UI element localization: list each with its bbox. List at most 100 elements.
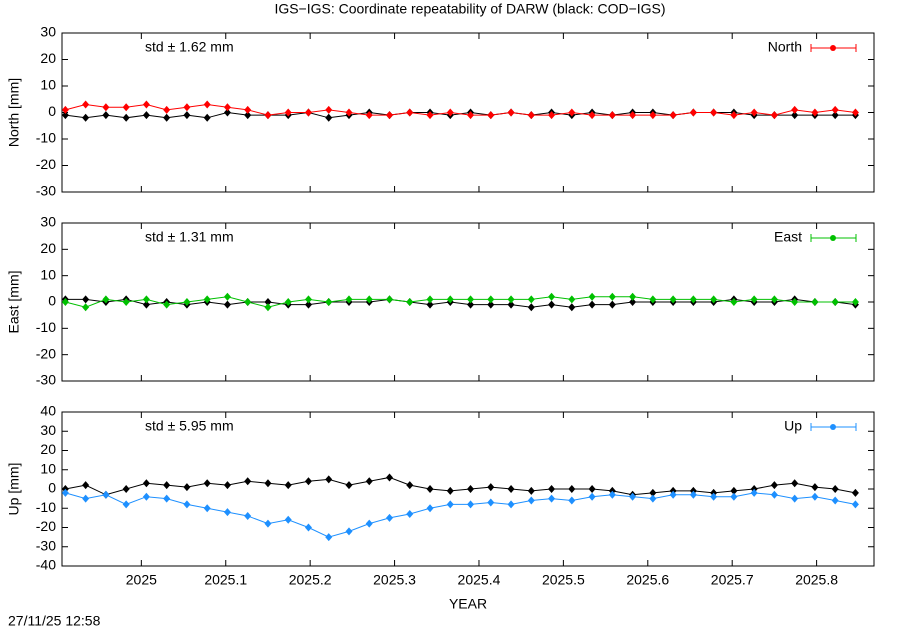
- data-point: [669, 295, 677, 304]
- data-point: [122, 103, 130, 112]
- data-point: [507, 295, 515, 304]
- std-annotation: std ± 1.31 mm: [145, 229, 234, 245]
- data-point: [163, 494, 171, 503]
- y-tick-label: 20: [40, 50, 56, 66]
- y-tick-label: 30: [40, 24, 56, 40]
- data-point: [345, 295, 353, 304]
- data-point: [467, 300, 475, 309]
- data-point: [689, 490, 697, 499]
- data-point: [386, 473, 394, 482]
- data-point: [710, 295, 718, 304]
- data-point: [183, 298, 191, 306]
- data-point: [142, 111, 150, 120]
- x-tick-label: 2025.6: [626, 572, 669, 588]
- data-point: [710, 108, 718, 117]
- std-annotation: std ± 1.62 mm: [145, 39, 234, 55]
- y-axis-label: East [mm]: [6, 270, 22, 333]
- data-point: [608, 111, 616, 120]
- data-point: [61, 488, 69, 497]
- data-point: [223, 481, 231, 490]
- data-point: [791, 298, 799, 306]
- data-point: [284, 108, 292, 117]
- data-point: [527, 295, 535, 304]
- legend-marker: [830, 45, 836, 51]
- data-point: [203, 100, 211, 109]
- y-tick-label: 0: [48, 480, 56, 496]
- data-point: [345, 527, 353, 536]
- y-axis-label: Up [mm]: [6, 463, 22, 516]
- data-point: [264, 519, 272, 528]
- data-point: [770, 111, 778, 120]
- y-tick-label: 30: [40, 214, 56, 230]
- data-point: [345, 108, 353, 117]
- y-tick-label: 40: [40, 403, 56, 419]
- data-point: [122, 113, 130, 122]
- data-point: [284, 515, 292, 524]
- data-point: [608, 300, 616, 309]
- y-tick-label: -20: [36, 345, 56, 361]
- data-point: [446, 108, 454, 117]
- data-point: [304, 295, 312, 304]
- data-point: [649, 295, 657, 304]
- data-point: [325, 105, 333, 114]
- legend-label: North: [768, 39, 802, 55]
- data-point: [527, 496, 535, 505]
- data-point: [365, 295, 373, 304]
- data-point: [750, 295, 758, 304]
- y-tick-label: -40: [36, 557, 56, 573]
- data-point: [345, 481, 353, 490]
- data-point: [244, 105, 252, 114]
- data-point: [649, 494, 657, 503]
- data-point: [831, 298, 839, 306]
- data-point: [142, 300, 150, 309]
- x-tick-label: 2025.4: [458, 572, 501, 588]
- data-point: [730, 492, 738, 501]
- data-point: [223, 300, 231, 309]
- x-tick-label: 2025.8: [795, 572, 838, 588]
- data-point: [244, 298, 252, 306]
- data-point: [304, 477, 312, 486]
- data-point: [568, 108, 576, 117]
- y-axis-label: North [mm]: [6, 78, 22, 147]
- y-tick-label: 0: [48, 293, 56, 309]
- data-point: [568, 295, 576, 304]
- data-point: [82, 295, 90, 304]
- data-point: [568, 303, 576, 312]
- timestamp: 27/11/25 12:58: [8, 613, 101, 629]
- data-point: [365, 111, 373, 120]
- x-tick-label: 2025.3: [373, 572, 416, 588]
- data-point: [730, 486, 738, 495]
- data-point: [467, 485, 475, 493]
- data-point: [649, 111, 657, 120]
- data-point: [750, 488, 758, 497]
- data-point: [304, 108, 312, 117]
- data-point: [406, 298, 414, 306]
- data-point: [446, 500, 454, 509]
- data-point: [264, 298, 272, 306]
- data-point: [507, 500, 515, 509]
- data-point: [588, 292, 596, 301]
- data-point: [82, 100, 90, 109]
- y-tick-label: 10: [40, 77, 56, 93]
- data-point: [61, 298, 69, 306]
- data-point: [284, 298, 292, 306]
- y-tick-label: -20: [36, 518, 56, 534]
- data-point: [548, 111, 556, 120]
- data-point: [325, 475, 333, 484]
- data-point: [851, 488, 859, 497]
- x-tick-label: 2025.7: [711, 572, 754, 588]
- y-tick-label: -10: [36, 499, 56, 515]
- data-point: [122, 485, 130, 493]
- y-tick-label: 0: [48, 103, 56, 119]
- data-point: [791, 111, 799, 120]
- data-point: [710, 492, 718, 501]
- data-point: [831, 496, 839, 505]
- data-point: [426, 300, 434, 309]
- data-point: [264, 479, 272, 488]
- data-point: [325, 298, 333, 306]
- data-point: [163, 481, 171, 490]
- data-point: [102, 490, 110, 499]
- data-point: [507, 300, 515, 309]
- data-point: [689, 108, 697, 117]
